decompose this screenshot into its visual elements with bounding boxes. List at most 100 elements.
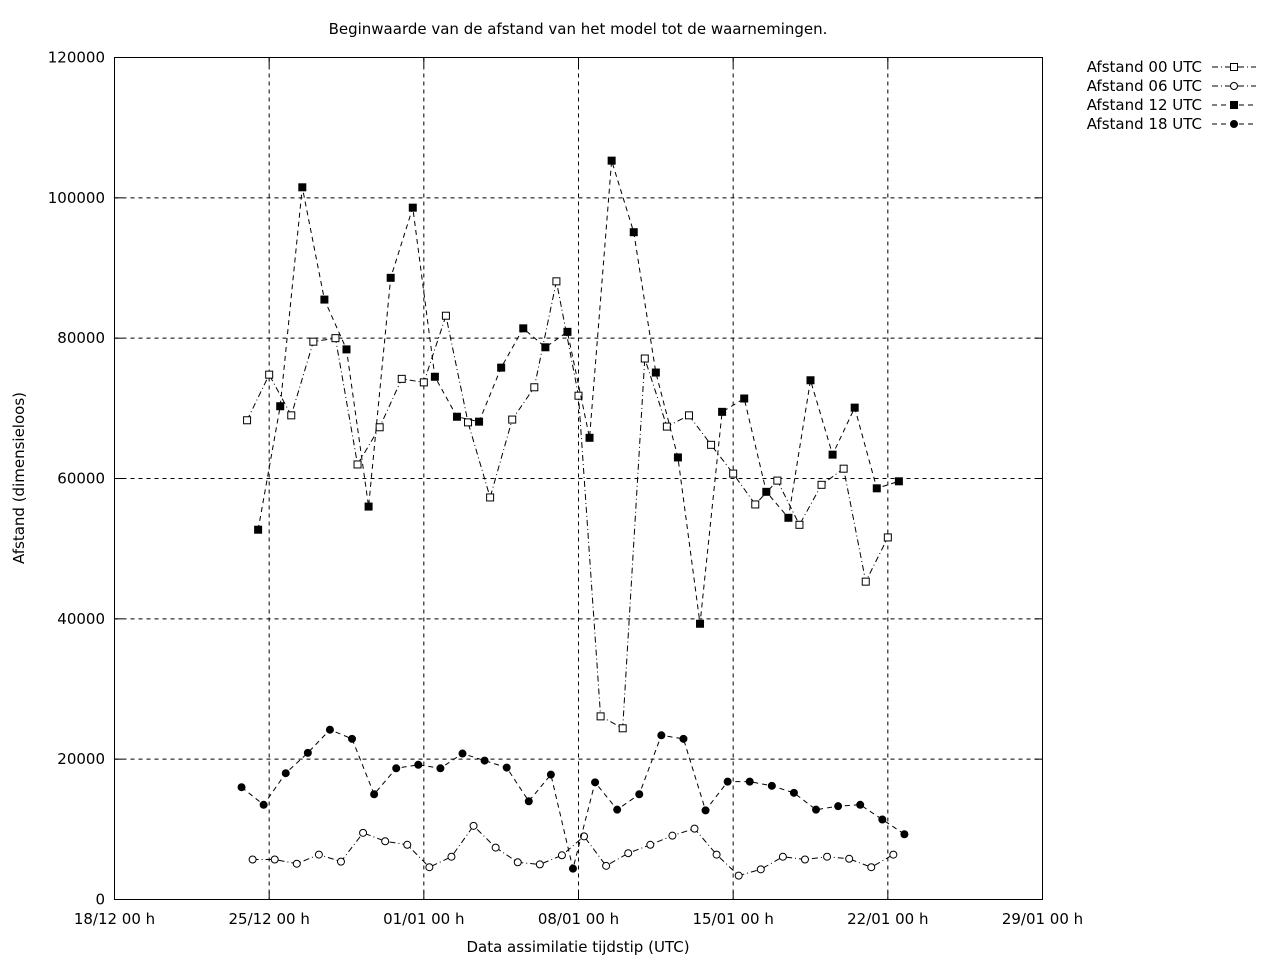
data-point (259, 800, 268, 809)
data-point (723, 777, 732, 786)
series-afstand-18-utc (237, 725, 909, 873)
data-point (740, 394, 749, 403)
data-point (867, 863, 876, 872)
data-point (568, 864, 577, 873)
data-point (690, 824, 699, 833)
data-point (789, 788, 798, 797)
data-point (469, 821, 478, 830)
data-point (729, 469, 738, 478)
data-point (370, 790, 379, 799)
data-point (646, 840, 655, 849)
data-point (546, 770, 555, 779)
y-tick-label: 0 (95, 891, 105, 909)
data-point (679, 734, 688, 743)
data-point (878, 815, 887, 824)
y-tick-label: 100000 (48, 189, 105, 207)
data-point (817, 480, 826, 489)
data-point (265, 370, 274, 379)
data-point (480, 756, 489, 765)
data-point (668, 831, 677, 840)
x-tick-label: 15/01 00 h (692, 910, 773, 928)
data-point (845, 854, 854, 863)
data-point (325, 725, 334, 734)
x-tick-label: 01/01 00 h (383, 910, 464, 928)
data-point (541, 343, 550, 352)
data-point (287, 411, 296, 420)
data-point (894, 477, 903, 486)
data-point (629, 228, 638, 237)
data-point (673, 453, 682, 462)
data-point (602, 861, 611, 870)
data-point (237, 783, 246, 792)
data-point (889, 850, 898, 859)
data-point (684, 411, 693, 420)
data-point (243, 416, 252, 425)
data-point (381, 837, 390, 846)
data-point (613, 805, 622, 814)
data-point (281, 769, 290, 778)
data-point (795, 520, 804, 529)
data-point (386, 273, 395, 282)
data-point (734, 871, 743, 880)
data-point (557, 851, 566, 860)
data-point (309, 337, 318, 346)
data-point (408, 203, 417, 212)
data-point (303, 748, 312, 757)
data-point (331, 334, 340, 343)
data-point (767, 781, 776, 790)
series-line (246, 281, 889, 730)
data-point (458, 749, 467, 758)
data-point (464, 418, 473, 427)
data-point (535, 860, 544, 869)
data-point (861, 577, 870, 586)
axis-ticks: 18/12 00 h 25/12 00 h 01/01 00 h 08/01 00 h… (48, 49, 1083, 929)
data-point (414, 760, 423, 769)
data-point (580, 832, 589, 841)
data-point (397, 374, 406, 383)
data-point (651, 368, 660, 377)
y-tick-label: 60000 (57, 470, 105, 488)
data-point (823, 852, 832, 861)
y-axis-label: Afstand (dimensieloos) (10, 392, 28, 564)
data-point (784, 513, 793, 522)
data-point (701, 806, 710, 815)
data-point (276, 402, 285, 411)
data-point (353, 460, 362, 469)
data-point (425, 863, 434, 872)
data-point (497, 363, 506, 372)
data-point (596, 712, 605, 721)
data-point (806, 376, 815, 385)
data-point (812, 805, 821, 814)
data-point (441, 311, 450, 320)
data-point (834, 802, 843, 811)
data-point (342, 345, 351, 354)
data-point (872, 484, 881, 493)
data-point (519, 324, 528, 333)
data-point (756, 865, 765, 874)
data-point (574, 391, 583, 400)
legend-label: Afstand 12 UTC (1087, 96, 1202, 114)
data-point (900, 830, 909, 839)
data-point (430, 372, 439, 381)
data-point (662, 422, 671, 431)
grid (114, 57, 1043, 900)
data-point (745, 777, 754, 786)
data-point (375, 423, 384, 432)
series-layer (237, 156, 909, 880)
legend-label: Afstand 00 UTC (1087, 58, 1202, 76)
data-point (348, 734, 357, 743)
legend-marker (1230, 101, 1238, 109)
data-point (607, 156, 616, 165)
data-point (563, 327, 572, 336)
data-point (436, 764, 445, 773)
data-point (254, 525, 263, 534)
data-point (850, 403, 859, 412)
data-point (552, 277, 561, 286)
legend-marker (1230, 120, 1238, 128)
data-point (475, 417, 484, 426)
data-point (320, 295, 329, 304)
data-point (883, 533, 892, 542)
data-point (336, 857, 345, 866)
legend-marker (1230, 63, 1238, 71)
